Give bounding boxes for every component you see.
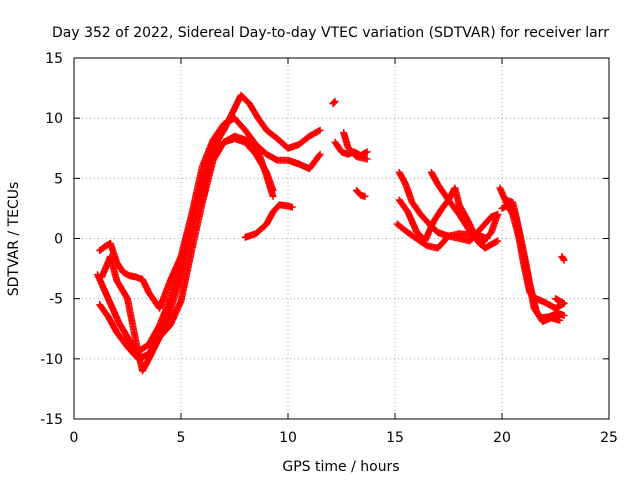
series-arc-16 [502,196,564,326]
plus-marker-trail [502,196,564,326]
series-arc-13 [427,168,502,249]
grid-lines [74,58,609,419]
y-tick-label: 0 [54,232,63,248]
plus-marker-trail [393,220,491,252]
y-tick-label: -5 [49,292,63,308]
axis-ticks: 0 5 10 15 20 25 -15 -10 -5 0 5 10 15 [40,51,618,446]
x-tick-label: 15 [386,430,404,446]
series-arc-8 [340,129,371,163]
series-arc-12 [393,220,491,252]
x-tick-label: 0 [70,430,79,446]
plus-marker-trail [352,186,369,200]
y-tick-label: -10 [40,352,63,368]
y-tick-label: 15 [45,51,63,67]
chart-title: Day 352 of 2022, Sidereal Day-to-day VTE… [52,25,609,41]
y-axis-label: SDTVAR / TECUs [6,182,22,297]
plus-marker-trail [329,97,339,108]
y-tick-label: 10 [45,111,63,127]
plus-marker-trail [340,129,371,163]
plus-marker-trail [427,168,502,249]
x-tick-label: 10 [279,430,297,446]
plus-marker-trail [552,295,568,307]
plus-marker-trail [241,201,296,241]
data-markers [94,91,568,375]
x-tick-label: 5 [177,430,186,446]
x-tick-label: 20 [493,430,511,446]
series-arc-5 [241,201,296,241]
series-arc-6 [329,97,339,108]
series-arc-17 [552,295,568,307]
y-tick-label: -15 [40,412,63,428]
y-tick-label: 5 [54,171,63,187]
plus-marker-trail [98,135,277,375]
x-tick-label: 25 [600,430,618,446]
x-axis-label: GPS time / hours [282,459,399,475]
series-arc-9 [352,186,369,200]
series-arc-4 [98,135,277,375]
series-arc-18 [558,253,568,264]
plus-marker-trail [558,253,568,264]
